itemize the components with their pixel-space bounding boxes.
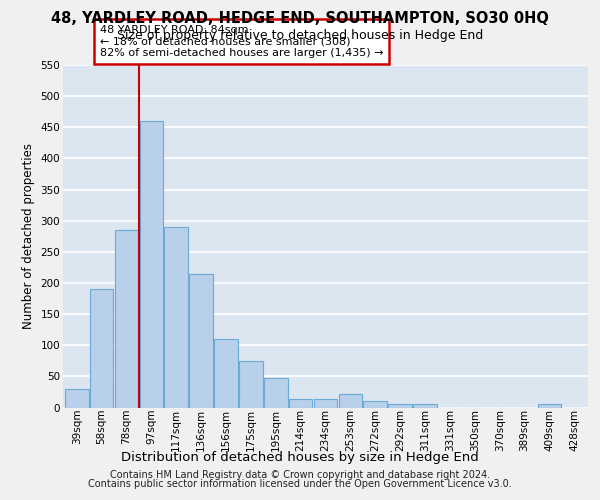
Bar xyxy=(538,404,561,407)
Bar xyxy=(164,227,188,408)
Bar xyxy=(214,339,238,407)
Text: Contains HM Land Registry data © Crown copyright and database right 2024.: Contains HM Land Registry data © Crown c… xyxy=(110,470,490,480)
Bar xyxy=(239,361,263,408)
Bar xyxy=(115,230,138,408)
Bar xyxy=(314,400,337,407)
Bar xyxy=(388,404,412,407)
Bar xyxy=(289,400,313,407)
Text: Size of property relative to detached houses in Hedge End: Size of property relative to detached ho… xyxy=(117,29,483,42)
Bar xyxy=(90,289,113,408)
Y-axis label: Number of detached properties: Number of detached properties xyxy=(22,143,35,329)
Text: Contains public sector information licensed under the Open Government Licence v3: Contains public sector information licen… xyxy=(88,479,512,489)
Text: 48 YARDLEY ROAD: 84sqm
← 18% of detached houses are smaller (308)
82% of semi-de: 48 YARDLEY ROAD: 84sqm ← 18% of detached… xyxy=(100,25,383,58)
Bar xyxy=(189,274,213,407)
Bar xyxy=(413,404,437,407)
Bar xyxy=(65,389,89,407)
Bar xyxy=(264,378,287,408)
Bar xyxy=(140,121,163,408)
Text: 48, YARDLEY ROAD, HEDGE END, SOUTHAMPTON, SO30 0HQ: 48, YARDLEY ROAD, HEDGE END, SOUTHAMPTON… xyxy=(51,11,549,26)
Bar xyxy=(364,402,387,407)
Bar xyxy=(338,394,362,407)
Text: Distribution of detached houses by size in Hedge End: Distribution of detached houses by size … xyxy=(121,451,479,464)
